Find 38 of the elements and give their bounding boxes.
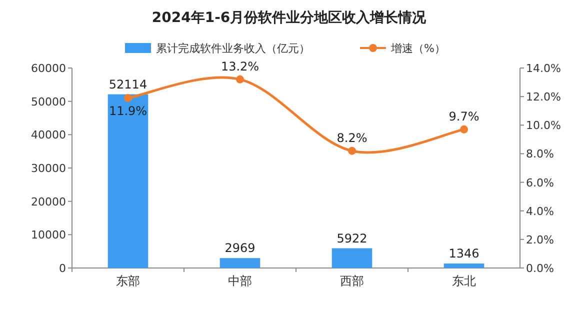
- data-label: 8.2%: [336, 130, 368, 145]
- y-tick-label: 10000: [31, 228, 66, 242]
- y-tick-label: 40000: [31, 128, 66, 142]
- point: [460, 125, 468, 134]
- bar: [108, 94, 148, 268]
- y2-tick-label: 0.0%: [526, 262, 554, 275]
- point: [236, 75, 244, 84]
- y-tick-label: 20000: [31, 195, 66, 208]
- legend-label: 累计完成软件业务收入（亿元）: [156, 42, 310, 55]
- x-tick-label: 中部: [228, 274, 252, 288]
- x-tick-label: 东部: [116, 274, 140, 288]
- data-label: 13.2%: [220, 59, 260, 74]
- point: [124, 94, 132, 102]
- x-tick-label: 东北: [452, 274, 476, 288]
- y-tick-label: 50000: [31, 95, 66, 108]
- y-tick-label: 0: [59, 262, 66, 275]
- y2-tick-label: 14.0%: [526, 62, 561, 75]
- data-label: 52114: [108, 77, 148, 92]
- bar: [220, 258, 260, 268]
- data-label: 2969: [224, 241, 256, 256]
- y2-tick-label: 8.0%: [526, 148, 554, 161]
- data-label: 9.7%: [448, 109, 480, 124]
- y2-tick-label: 12.0%: [526, 90, 561, 104]
- y2-tick-label: 10.0%: [526, 119, 561, 132]
- bar: [332, 248, 372, 268]
- y-tick-label: 60000: [31, 62, 66, 75]
- data-label: 5922: [336, 231, 368, 246]
- chart-title: 2024年1-6月份软件业分地区收入增长情况: [152, 10, 428, 26]
- y2-tick-label: 6.0%: [526, 176, 554, 190]
- y2-tick-label: 4.0%: [526, 204, 554, 218]
- legend-label: 增速（%）: [390, 42, 446, 55]
- y2-tick-label: 2.0%: [526, 233, 554, 246]
- point: [348, 146, 356, 155]
- data-label: 1346: [448, 246, 480, 261]
- x-tick-label: 西部: [340, 274, 364, 288]
- data-label: 11.9%: [108, 104, 148, 118]
- bar: [444, 264, 484, 268]
- y-tick-label: 30000: [31, 162, 66, 175]
